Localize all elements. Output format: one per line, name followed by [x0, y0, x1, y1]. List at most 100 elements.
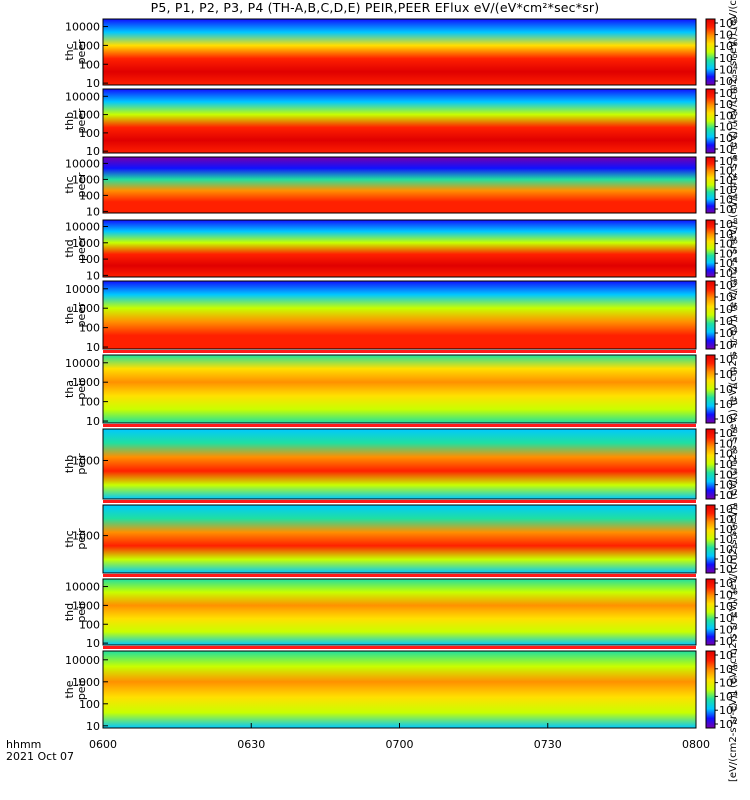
colorbar [705, 354, 716, 424]
spectrogram-image [103, 19, 696, 85]
probe-label: thd [63, 603, 76, 621]
spectrogram-image [103, 157, 696, 213]
y-tick-label: 1000 [72, 599, 100, 612]
colorbar [705, 504, 716, 574]
colorbar [705, 578, 716, 646]
probe-label: thc [63, 530, 76, 547]
spectrogram-image [103, 281, 696, 349]
instrument-label: peer [75, 172, 88, 198]
x-tick-label: 0730 [534, 738, 562, 751]
colorbar [705, 156, 716, 214]
probe-label: tha [63, 380, 76, 398]
y-tick-label: 1000 [72, 302, 100, 315]
y-tick-label: 100 [79, 698, 100, 711]
x-tick-label: 0800 [682, 738, 710, 751]
y-tick-label: 100 [79, 189, 100, 202]
panel-frame [102, 280, 697, 350]
instrument-label: peir [75, 453, 88, 475]
panel-frame [102, 88, 697, 154]
x-tick-label: 0600 [89, 738, 117, 751]
colorbar [705, 650, 716, 729]
time-axis: hhmm 2021 Oct 07 0600 0630 0700 0730 0800 [6, 723, 710, 763]
y-tick-label: 1000 [72, 676, 100, 689]
y-tick-label: 10 [86, 341, 100, 354]
panel-separator-band [103, 646, 696, 649]
y-tick-label: 100 [79, 322, 100, 335]
time-axis-label: hhmm [6, 738, 41, 751]
probe-label: thd [63, 239, 76, 257]
y-tick-label: 10000 [65, 157, 100, 170]
y-tick-label: 1000 [72, 237, 100, 250]
colorbar [705, 88, 716, 154]
date-label: 2021 Oct 07 [6, 750, 74, 763]
y-tick-label: 10 [86, 720, 100, 733]
panel-frame [102, 156, 697, 214]
y-tick-label: 10000 [65, 654, 100, 667]
y-tick-label: 100 [79, 618, 100, 631]
instrument-label: peer [75, 108, 88, 134]
y-tick-label: 10 [86, 205, 100, 218]
instrument-label: peer [75, 39, 88, 65]
panel-separator-band [103, 350, 696, 353]
y-tick-label: 1000 [72, 455, 100, 468]
probe-label: thb [63, 112, 76, 130]
panel-frame [102, 354, 697, 424]
y-tick-label: 10000 [65, 221, 100, 234]
y-tick-label: 10000 [65, 90, 100, 103]
y-tick-label: 1000 [72, 39, 100, 52]
y-tick-label: 10 [86, 637, 100, 650]
x-tick-label: 0630 [237, 738, 265, 751]
panel-frame [102, 219, 697, 278]
x-tick-label: 0700 [386, 738, 414, 751]
y-tick-label: 100 [79, 396, 100, 409]
instrument-label: peir [75, 601, 88, 623]
y-tick-label: 1000 [72, 109, 100, 122]
y-tick-label: 10 [86, 77, 100, 90]
colorbar [705, 280, 716, 350]
colorbar [705, 428, 716, 500]
y-tick-label: 10000 [65, 283, 100, 296]
colorbar-unit-label: [eV/(cm2-s sr-eV)] (eV/(cm2-s sr-eV)) (e… [728, 0, 739, 782]
panel-separator-band [103, 574, 696, 577]
instrument-label: peer [75, 236, 88, 262]
probe-label: thb [63, 455, 76, 473]
probe-label: the [63, 680, 76, 698]
y-tick-label: 100 [79, 58, 100, 71]
y-tick-label: 10000 [65, 21, 100, 34]
y-tick-label: 10000 [65, 357, 100, 370]
panel-separator-band [103, 500, 696, 503]
plot-title: P5, P1, P2, P3, P4 (TH-A,B,C,D,E) PEIR,P… [150, 0, 600, 15]
y-tick-label: 10000 [65, 581, 100, 594]
panel-frame [102, 578, 697, 646]
probe-label: thc [63, 43, 76, 60]
panel-separator-band [103, 424, 696, 427]
spectrogram-image [103, 220, 696, 277]
spectrogram-image [103, 579, 696, 645]
instrument-label: peir [75, 678, 88, 700]
panel-frame [102, 18, 697, 86]
spectrogram-image [103, 355, 696, 423]
spectrogram-image [103, 505, 696, 573]
spectrogram-image [103, 651, 696, 728]
y-tick-label: 10 [86, 145, 100, 158]
probe-label: the [63, 306, 76, 324]
colorbar [705, 219, 716, 278]
spectrogram-image [103, 89, 696, 153]
panel-frame [102, 504, 697, 574]
y-tick-label: 1000 [72, 530, 100, 543]
probe-label: thc [63, 176, 76, 193]
instrument-label: peer [75, 302, 88, 328]
instrument-label: peir [75, 378, 88, 400]
y-tick-label: 100 [79, 127, 100, 140]
